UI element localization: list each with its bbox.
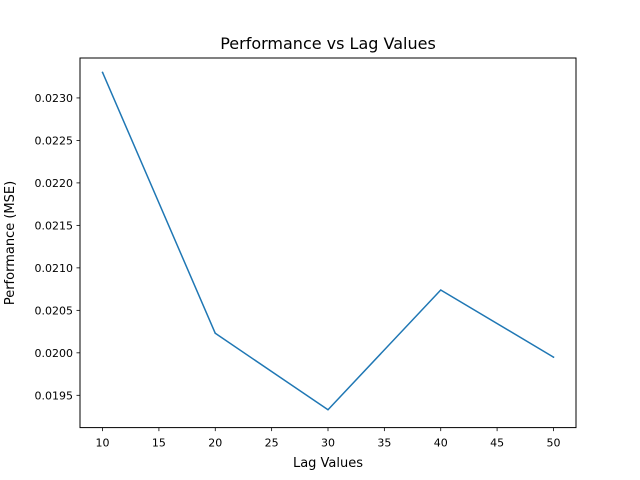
x-tick-label: 40 [434, 437, 448, 450]
x-tick-label: 15 [152, 437, 166, 450]
y-tick-label: 0.0205 [35, 304, 74, 317]
x-tick-label: 20 [208, 437, 222, 450]
x-tick-label: 10 [96, 437, 110, 450]
y-tick-label: 0.0210 [35, 262, 74, 275]
x-tick-label: 35 [377, 437, 391, 450]
y-tick-label: 0.0225 [35, 134, 74, 147]
data-point [101, 71, 104, 74]
x-axis-label: Lag Values [293, 456, 363, 471]
chart-title: Performance vs Lag Values [220, 34, 436, 53]
y-axis-ticks: 0.0195 0.0200 0.0205 0.0210 0.0215 0.0220 0.02… [35, 92, 80, 402]
data-point [327, 409, 329, 411]
data-point [552, 356, 555, 358]
y-tick-label: 0.0195 [35, 389, 74, 402]
y-tick-label: 0.0230 [35, 92, 74, 105]
x-tick-label: 25 [265, 437, 279, 450]
series-layer [101, 71, 555, 411]
y-tick-label: 0.0215 [35, 219, 74, 232]
y-tick-label: 0.0200 [35, 347, 74, 360]
plot-frame [79, 57, 577, 429]
data-point [439, 289, 442, 291]
y-axis-label: Performance (MSE) [3, 181, 18, 305]
data-point [214, 332, 217, 335]
x-tick-label: 30 [321, 437, 335, 450]
y-tick-label: 0.0220 [35, 177, 74, 190]
x-tick-label: 50 [546, 437, 560, 450]
x-tick-label: 45 [490, 437, 504, 450]
x-axis-ticks: 10 15 20 25 30 35 40 45 50 [96, 427, 560, 450]
